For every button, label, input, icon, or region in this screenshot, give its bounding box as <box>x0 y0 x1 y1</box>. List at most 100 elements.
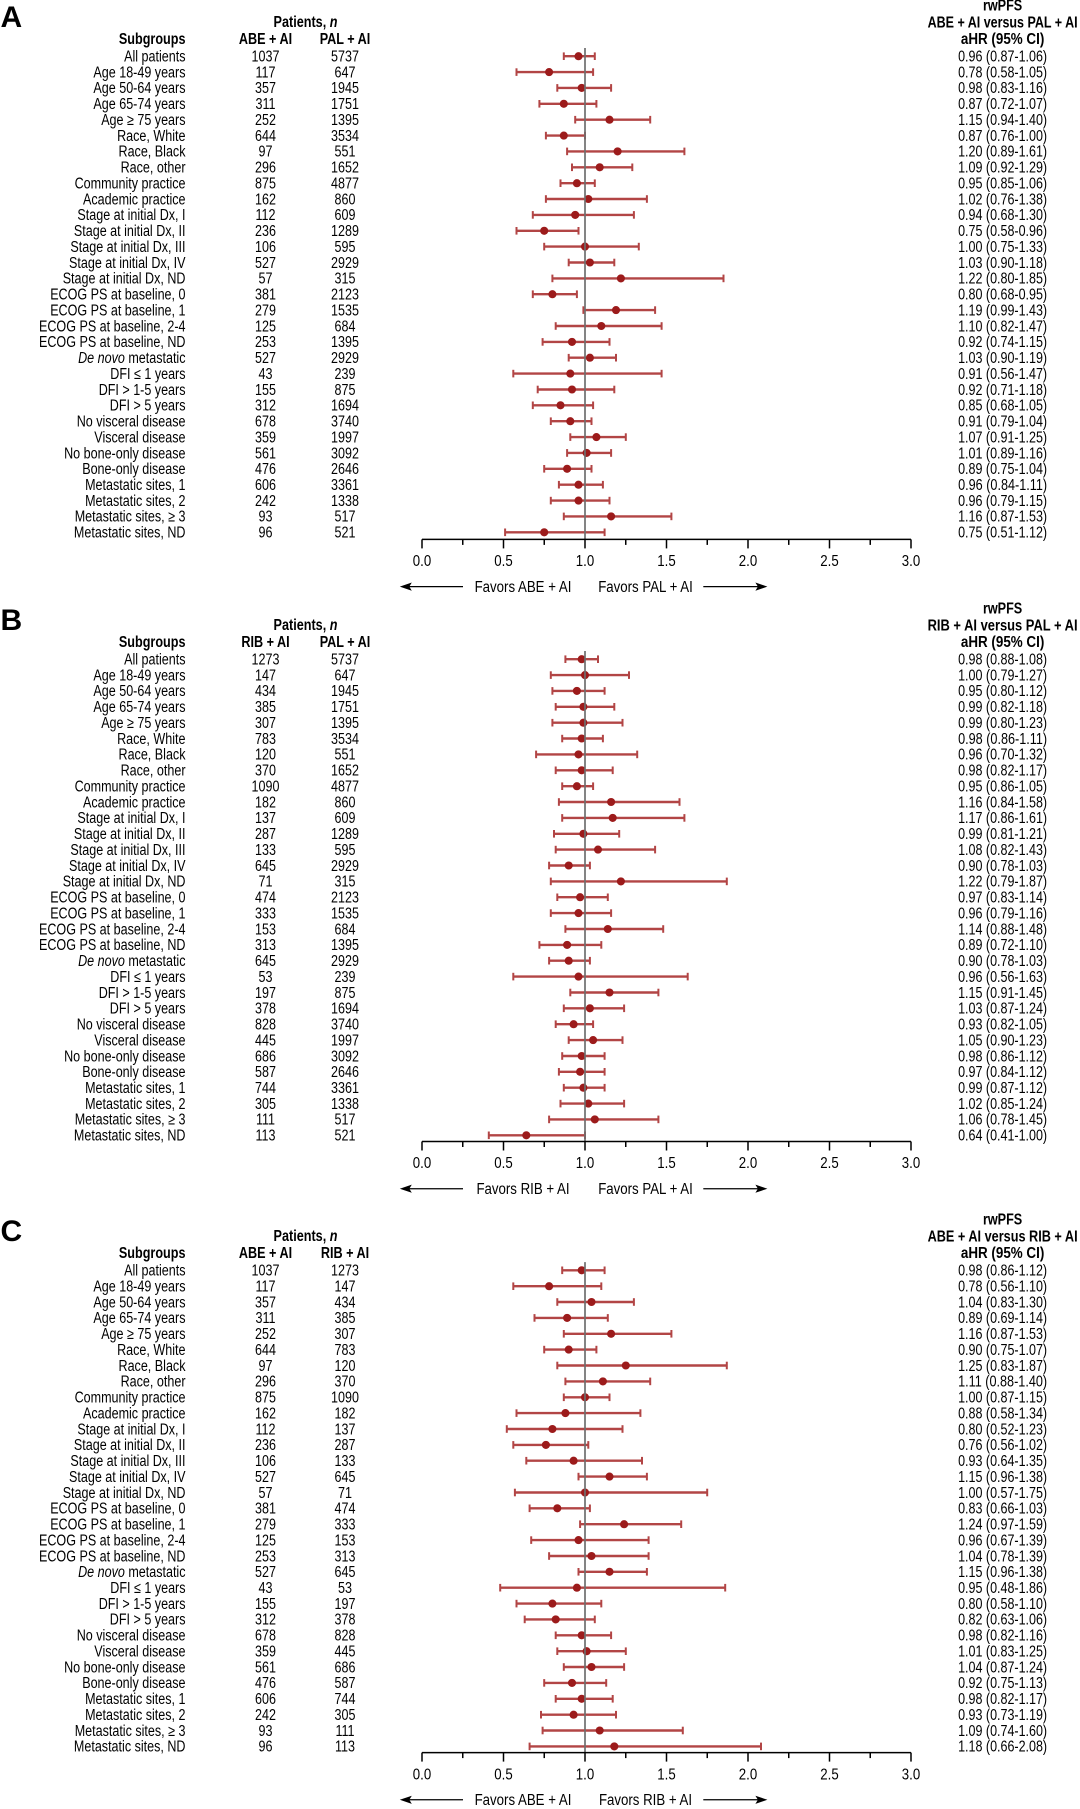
svg-text:0.98 (0.86-1.11): 0.98 (0.86-1.11) <box>958 731 1047 748</box>
svg-text:0.75 (0.58-0.96): 0.75 (0.58-0.96) <box>958 223 1047 240</box>
svg-text:1273: 1273 <box>331 1263 359 1280</box>
svg-text:Age 50-64 years: Age 50-64 years <box>93 683 185 700</box>
svg-text:0.75 (0.51-1.12): 0.75 (0.51-1.12) <box>958 525 1047 542</box>
svg-text:1.00 (0.57-1.75): 1.00 (0.57-1.75) <box>958 1485 1047 1502</box>
svg-text:0.0: 0.0 <box>413 1155 431 1172</box>
svg-text:43: 43 <box>259 366 273 383</box>
svg-text:Bone-only disease: Bone-only disease <box>82 1064 185 1081</box>
svg-text:0.87 (0.72-1.07): 0.87 (0.72-1.07) <box>958 96 1047 113</box>
svg-text:647: 647 <box>335 667 356 684</box>
svg-text:381: 381 <box>255 287 276 304</box>
svg-text:93: 93 <box>259 1723 273 1740</box>
svg-text:Community practice: Community practice <box>75 778 186 795</box>
svg-text:0.80 (0.52-1.23): 0.80 (0.52-1.23) <box>958 1421 1047 1438</box>
svg-text:647: 647 <box>335 64 356 81</box>
svg-text:307: 307 <box>335 1326 356 1343</box>
svg-text:0.92 (0.75-1.13): 0.92 (0.75-1.13) <box>958 1675 1047 1692</box>
svg-text:1.15 (0.96-1.38): 1.15 (0.96-1.38) <box>958 1469 1047 1486</box>
svg-text:DFI ≤ 1 years: DFI ≤ 1 years <box>110 1580 185 1597</box>
svg-text:0.90 (0.78-1.03): 0.90 (0.78-1.03) <box>958 953 1047 970</box>
svg-text:Subgroups: Subgroups <box>119 634 186 651</box>
svg-text:Stage at initial Dx, II: Stage at initial Dx, II <box>74 223 186 240</box>
svg-text:1.15 (0.96-1.38): 1.15 (0.96-1.38) <box>958 1564 1047 1581</box>
svg-text:287: 287 <box>335 1437 356 1454</box>
svg-text:Age 18-49 years: Age 18-49 years <box>93 667 185 684</box>
svg-text:312: 312 <box>255 398 276 415</box>
svg-text:3.0: 3.0 <box>902 553 920 570</box>
svg-text:0.96 (0.79-1.16): 0.96 (0.79-1.16) <box>958 905 1047 922</box>
svg-text:0.87 (0.76-1.00): 0.87 (0.76-1.00) <box>958 128 1047 145</box>
svg-text:No visceral disease: No visceral disease <box>77 414 186 431</box>
svg-text:370: 370 <box>255 763 276 780</box>
svg-text:1.01 (0.89-1.16): 1.01 (0.89-1.16) <box>958 445 1047 462</box>
svg-text:Age 50-64 years: Age 50-64 years <box>93 1294 185 1311</box>
svg-text:1.0: 1.0 <box>576 553 594 570</box>
svg-text:1.04 (0.87-1.24): 1.04 (0.87-1.24) <box>958 1659 1047 1676</box>
svg-text:0.89 (0.75-1.04): 0.89 (0.75-1.04) <box>958 461 1047 478</box>
svg-text:1037: 1037 <box>252 1263 280 1280</box>
svg-text:0.92 (0.71-1.18): 0.92 (0.71-1.18) <box>958 382 1047 399</box>
svg-text:476: 476 <box>255 461 276 478</box>
svg-text:517: 517 <box>335 509 356 526</box>
svg-text:DFI > 1-5 years: DFI > 1-5 years <box>99 382 186 399</box>
svg-text:De novo metastatic: De novo metastatic <box>78 350 186 367</box>
svg-text:0.89 (0.69-1.14): 0.89 (0.69-1.14) <box>958 1310 1047 1327</box>
svg-text:2.5: 2.5 <box>820 1766 838 1783</box>
svg-text:2646: 2646 <box>331 461 359 478</box>
svg-text:2123: 2123 <box>331 890 359 907</box>
svg-text:311: 311 <box>256 1310 276 1327</box>
svg-text:Race, other: Race, other <box>121 160 186 177</box>
svg-text:53: 53 <box>259 969 273 986</box>
svg-text:Metastatic sites, ≥ 3: Metastatic sites, ≥ 3 <box>75 1723 186 1740</box>
svg-text:1.02 (0.85-1.24): 1.02 (0.85-1.24) <box>958 1096 1047 1113</box>
svg-text:Race, other: Race, other <box>121 1374 186 1391</box>
svg-text:1945: 1945 <box>331 683 359 700</box>
svg-text:ECOG PS at baseline, 1: ECOG PS at baseline, 1 <box>50 905 185 922</box>
svg-text:1.19 (0.99-1.43): 1.19 (0.99-1.43) <box>958 302 1047 319</box>
svg-text:De novo metastatic: De novo metastatic <box>78 953 186 970</box>
svg-text:0.98 (0.82-1.16): 0.98 (0.82-1.16) <box>958 1628 1047 1645</box>
svg-text:Visceral disease: Visceral disease <box>94 1643 185 1660</box>
svg-text:1338: 1338 <box>331 493 359 510</box>
svg-text:678: 678 <box>255 414 276 431</box>
svg-text:0.88 (0.58-1.34): 0.88 (0.58-1.34) <box>958 1405 1047 1422</box>
svg-text:476: 476 <box>255 1675 276 1692</box>
svg-text:97: 97 <box>259 144 273 161</box>
svg-text:445: 445 <box>335 1643 356 1660</box>
svg-text:Metastatic sites, ≥ 3: Metastatic sites, ≥ 3 <box>75 509 186 526</box>
svg-text:DFI > 1-5 years: DFI > 1-5 years <box>99 1596 186 1613</box>
svg-text:1.03 (0.90-1.18): 1.03 (0.90-1.18) <box>958 255 1047 272</box>
svg-text:307: 307 <box>255 715 276 732</box>
svg-text:0.93 (0.82-1.05): 0.93 (0.82-1.05) <box>958 1017 1047 1034</box>
svg-text:1.03 (0.87-1.24): 1.03 (0.87-1.24) <box>958 1001 1047 1018</box>
svg-text:3092: 3092 <box>331 1048 359 1065</box>
svg-text:DFI ≤ 1 years: DFI ≤ 1 years <box>110 366 185 383</box>
svg-text:rwPFS: rwPFS <box>983 1211 1022 1228</box>
svg-text:1.03 (0.90-1.19): 1.03 (0.90-1.19) <box>958 350 1047 367</box>
svg-text:aHR (95% CI): aHR (95% CI) <box>961 1245 1044 1262</box>
svg-text:Bone-only disease: Bone-only disease <box>82 1675 185 1692</box>
svg-text:551: 551 <box>335 144 356 161</box>
svg-text:1997: 1997 <box>331 429 359 446</box>
svg-text:527: 527 <box>255 255 276 272</box>
svg-text:311: 311 <box>256 96 276 113</box>
svg-text:2.0: 2.0 <box>739 1766 757 1783</box>
svg-text:312: 312 <box>255 1612 276 1629</box>
svg-text:5737: 5737 <box>331 49 359 66</box>
svg-text:359: 359 <box>255 1643 276 1660</box>
svg-text:1.10 (0.82-1.47): 1.10 (0.82-1.47) <box>958 318 1047 335</box>
svg-text:120: 120 <box>335 1358 356 1375</box>
svg-text:1.17 (0.86-1.61): 1.17 (0.86-1.61) <box>958 810 1047 827</box>
svg-text:Stage at initial Dx, I: Stage at initial Dx, I <box>77 1421 185 1438</box>
svg-text:253: 253 <box>255 1548 276 1565</box>
svg-text:DFI ≤ 1 years: DFI ≤ 1 years <box>110 969 185 986</box>
svg-text:1.02 (0.76-1.38): 1.02 (0.76-1.38) <box>958 191 1047 208</box>
svg-text:370: 370 <box>335 1374 356 1391</box>
svg-text:279: 279 <box>255 1517 276 1534</box>
svg-text:474: 474 <box>255 890 276 907</box>
svg-text:1.09 (0.92-1.29): 1.09 (0.92-1.29) <box>958 160 1047 177</box>
svg-text:242: 242 <box>255 1707 276 1724</box>
svg-text:1535: 1535 <box>331 905 359 922</box>
svg-text:236: 236 <box>255 1437 276 1454</box>
svg-text:1.09 (0.74-1.60): 1.09 (0.74-1.60) <box>958 1723 1047 1740</box>
